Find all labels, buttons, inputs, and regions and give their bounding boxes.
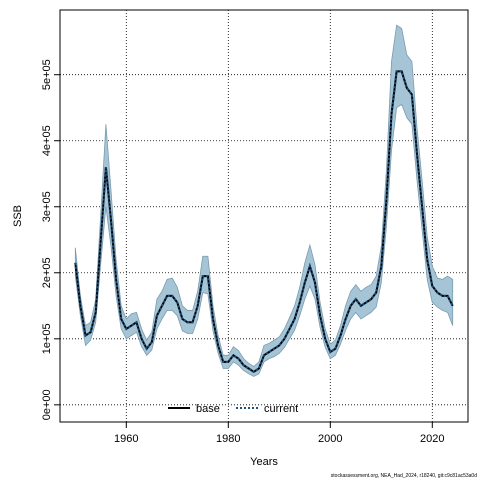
confidence-band: [74, 24, 454, 377]
y-tick-label: 5e+05: [41, 59, 53, 90]
y-tick-label: 2e+05: [41, 257, 53, 288]
x-tick-label: 1980: [216, 433, 240, 445]
x-tick-label: 2000: [318, 433, 342, 445]
y-axis-label: SSB: [12, 205, 24, 227]
plot-frame: [59, 9, 469, 423]
x-tick-label: 2020: [420, 433, 444, 445]
y-tick-label: 0e+00: [41, 389, 53, 420]
series-line: [74, 70, 454, 374]
y-tick-label: 4e+05: [41, 125, 53, 156]
footnote: stockassessment.org, NEA_Had_2024, r1824…: [331, 473, 477, 479]
legend-label: current: [264, 403, 298, 415]
legend-label: base: [196, 403, 220, 415]
x-axis-label: Years: [250, 456, 278, 468]
y-tick-label: 1e+05: [41, 323, 53, 354]
x-tick-label: 1960: [114, 433, 138, 445]
y-tick-label: 3e+05: [41, 191, 53, 222]
